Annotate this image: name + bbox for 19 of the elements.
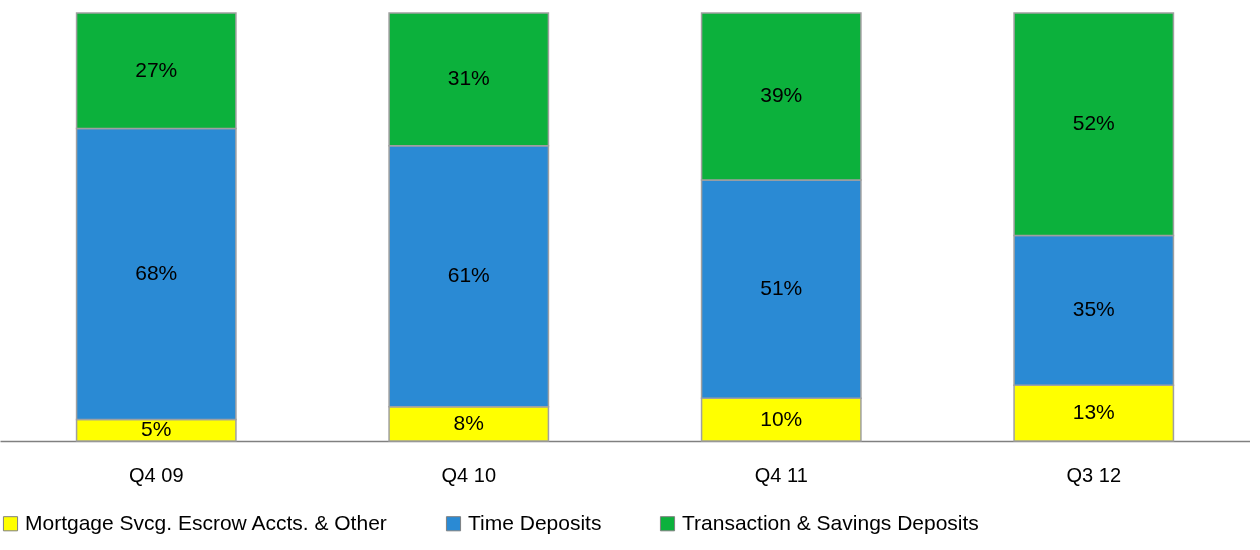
data-label: 31% — [447, 66, 490, 90]
data-label: 27% — [135, 57, 178, 81]
data-label: 52% — [1072, 111, 1115, 135]
data-label: 10% — [760, 406, 803, 430]
data-label: 68% — [135, 261, 178, 285]
x-tick-label: Q4 09 — [129, 463, 184, 486]
data-label: 13% — [1072, 400, 1115, 424]
legend-label: Time Deposits — [468, 510, 602, 534]
data-label: 35% — [1072, 297, 1115, 321]
x-tick-label: Q4 11 — [754, 463, 808, 486]
data-label: 39% — [760, 83, 803, 107]
x-tick-label: Q4 10 — [441, 463, 496, 486]
x-tick-label: Q3 12 — [1066, 463, 1121, 486]
legend-label: Mortgage Svcg. Escrow Accts. & Other — [25, 510, 387, 534]
data-label: 51% — [760, 276, 803, 300]
data-label: 5% — [141, 417, 172, 441]
data-label: 8% — [453, 410, 484, 434]
legend-label: Transaction & Savings Deposits — [682, 510, 979, 534]
data-label: 61% — [447, 263, 490, 287]
